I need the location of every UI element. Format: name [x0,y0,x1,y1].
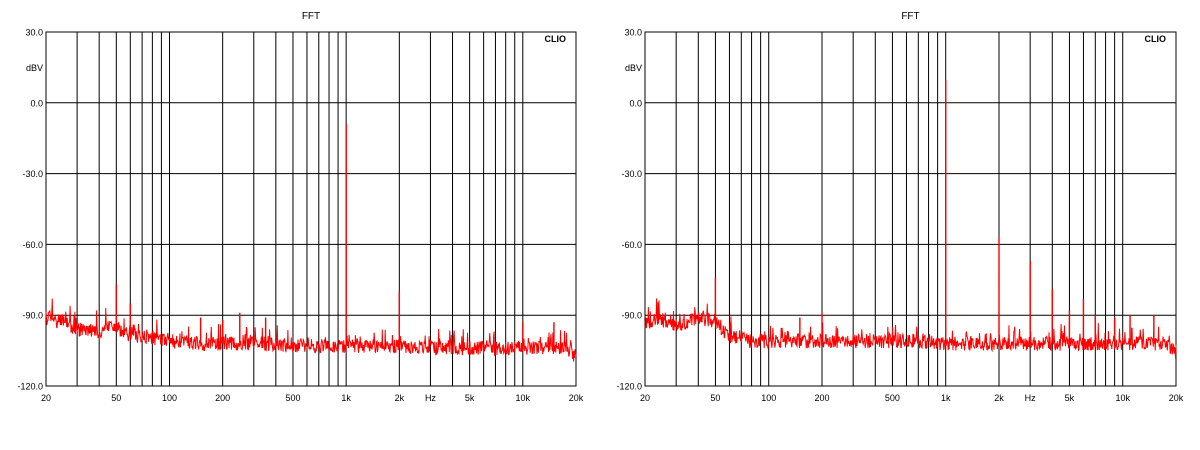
x-tick-label: 10k [516,393,531,403]
brand-label: CLIO [1145,34,1167,44]
plot-frame [644,31,1177,387]
x-tick-label: 5k [465,393,475,403]
spectrum-trace [45,124,577,362]
y-tick-label: 0.0 [629,98,642,108]
x-tick-label: 2k [395,393,405,403]
x-tick-label: 5k [1065,393,1075,403]
x-tick-label: 20 [640,393,650,403]
x-tick-label: 500 [285,393,300,403]
y-tick-label: -90.0 [22,311,43,321]
x-tick-label: Hz [1025,393,1036,403]
y-tick-label: -30.0 [22,169,43,179]
spectrum-trace [644,80,1177,359]
x-tick-label: 20k [1169,393,1184,403]
plot-frame [45,31,577,387]
x-tick-label: 10k [1115,393,1130,403]
x-tick-label: 2k [994,393,1004,403]
x-tick-label: 100 [761,393,776,403]
x-tick-label: 200 [215,393,230,403]
y-axis-unit: dBV [625,63,642,73]
x-tick-label: 50 [710,393,720,403]
fft-panel-2: FFT 30.0 0.0 -30.0 -60.0 -90.0 -120.0 dBV 20 50 10… [616,11,1183,403]
x-tick-label: 1k [341,393,351,403]
x-tick-label: 20k [569,393,584,403]
y-tick-label: -90.0 [621,311,642,321]
y-tick-label: -120.0 [616,382,642,392]
fft-panel-1: FFT 30.0 0.0 -30.0 -60.0 -90.0 -120.0 dBV 20 50 10… [17,11,583,403]
y-tick-label: 30.0 [25,28,43,38]
chart-title: FFT [302,11,320,22]
x-tick-label: 20 [41,393,51,403]
chart-title: FFT [901,11,919,22]
x-tick-label: 500 [885,393,900,403]
x-tick-label: 50 [111,393,121,403]
y-axis-unit: dBV [26,63,43,73]
x-tick-label: 100 [162,393,177,403]
y-tick-label: 30.0 [624,28,642,38]
brand-label: CLIO [545,34,567,44]
x-tick-label: Hz [425,393,436,403]
x-tick-label: 200 [814,393,829,403]
y-tick-label: -60.0 [621,240,642,250]
y-tick-label: -30.0 [621,169,642,179]
y-tick-label: -60.0 [22,240,43,250]
x-tick-label: 1k [941,393,951,403]
grid [46,31,576,387]
y-tick-label: 0.0 [30,98,43,108]
y-tick-label: -120.0 [17,382,43,392]
